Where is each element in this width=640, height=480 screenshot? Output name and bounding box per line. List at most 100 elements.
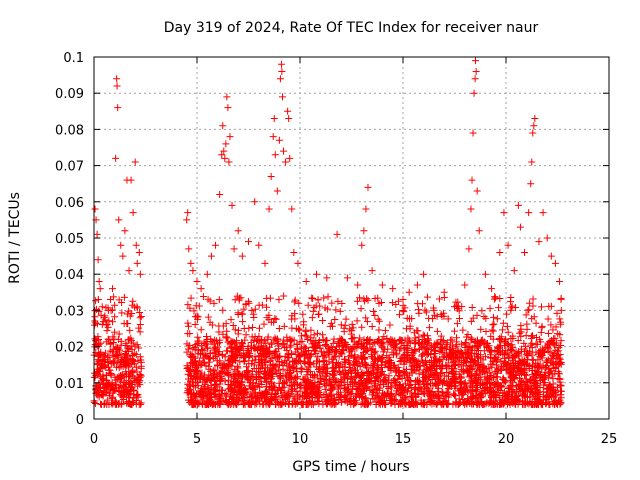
y-tick-label: 0.07 [55,160,84,175]
data-point [491,381,499,389]
data-point [301,331,309,339]
data-point [253,365,261,373]
data-point [545,365,553,373]
data-point [133,368,141,376]
data-point [107,339,115,347]
data-point [111,313,119,321]
data-point [411,357,419,365]
data-point [328,355,336,363]
data-point [371,294,379,302]
data-point [523,320,531,328]
data-point [262,353,270,361]
data-point [269,362,277,370]
data-point [324,293,332,301]
data-point [438,379,446,387]
data-point [255,324,263,332]
data-point [473,343,481,351]
data-point [203,270,211,278]
data-point [376,400,384,408]
data-point [458,303,466,311]
data-point [382,378,390,386]
data-point [333,390,341,398]
data-point [440,293,448,301]
data-point [247,393,255,401]
data-point [286,154,294,162]
data-point [187,259,195,267]
data-point [405,288,413,296]
data-point [527,332,535,340]
data-point [296,326,304,334]
data-point [115,400,123,408]
data-point [283,394,291,402]
data-point [225,158,233,166]
data-point [439,345,447,353]
data-point [538,354,546,362]
data-point [468,176,476,184]
data-point [271,393,279,401]
data-point [489,335,497,343]
data-point [204,388,212,396]
data-point [230,355,238,363]
data-point [285,115,293,123]
data-point [532,348,540,356]
data-point [315,397,323,405]
data-point [473,400,481,408]
data-point [260,370,268,378]
data-point [125,307,133,315]
data-point [414,300,422,308]
data-point [358,369,366,377]
y-tick-label: 0.08 [55,123,84,138]
data-point [114,335,122,343]
data-point [419,377,427,385]
data-point [320,391,328,399]
data-point [491,294,499,302]
data-point [534,362,542,370]
data-point [510,353,518,361]
data-point [112,380,120,388]
data-point [103,396,111,404]
data-point [557,294,565,302]
data-point [489,401,497,409]
data-point [253,345,261,353]
data-point [348,385,356,393]
data-point [131,378,139,386]
data-point [517,328,525,336]
data-point [505,354,513,362]
data-point [453,320,461,328]
data-point [395,337,403,345]
data-point [353,297,361,305]
data-point [357,370,365,378]
data-point [248,323,256,331]
data-point [121,353,129,361]
data-point [522,378,530,386]
data-point [310,331,318,339]
data-point [480,379,488,387]
data-point [529,370,537,378]
data-point [133,396,141,404]
data-point [286,381,294,389]
data-point [473,386,481,394]
data-point [345,357,353,365]
data-point [104,323,112,331]
data-point [276,75,284,83]
data-point [126,400,134,408]
data-point [459,326,467,334]
data-point [316,344,324,352]
data-point [316,302,324,310]
data-point [473,337,481,345]
data-point [309,307,317,315]
data-point [285,401,293,409]
x-tick-label: 20 [498,432,515,447]
data-point [346,395,354,403]
data-point [400,308,408,316]
data-point [496,248,504,256]
data-point [343,274,351,282]
data-point [201,359,209,367]
data-point [385,384,393,392]
data-point [235,370,243,378]
data-point [111,328,119,336]
data-point [110,293,118,301]
data-point [437,332,445,340]
data-point [125,394,133,402]
data-point [337,349,345,357]
